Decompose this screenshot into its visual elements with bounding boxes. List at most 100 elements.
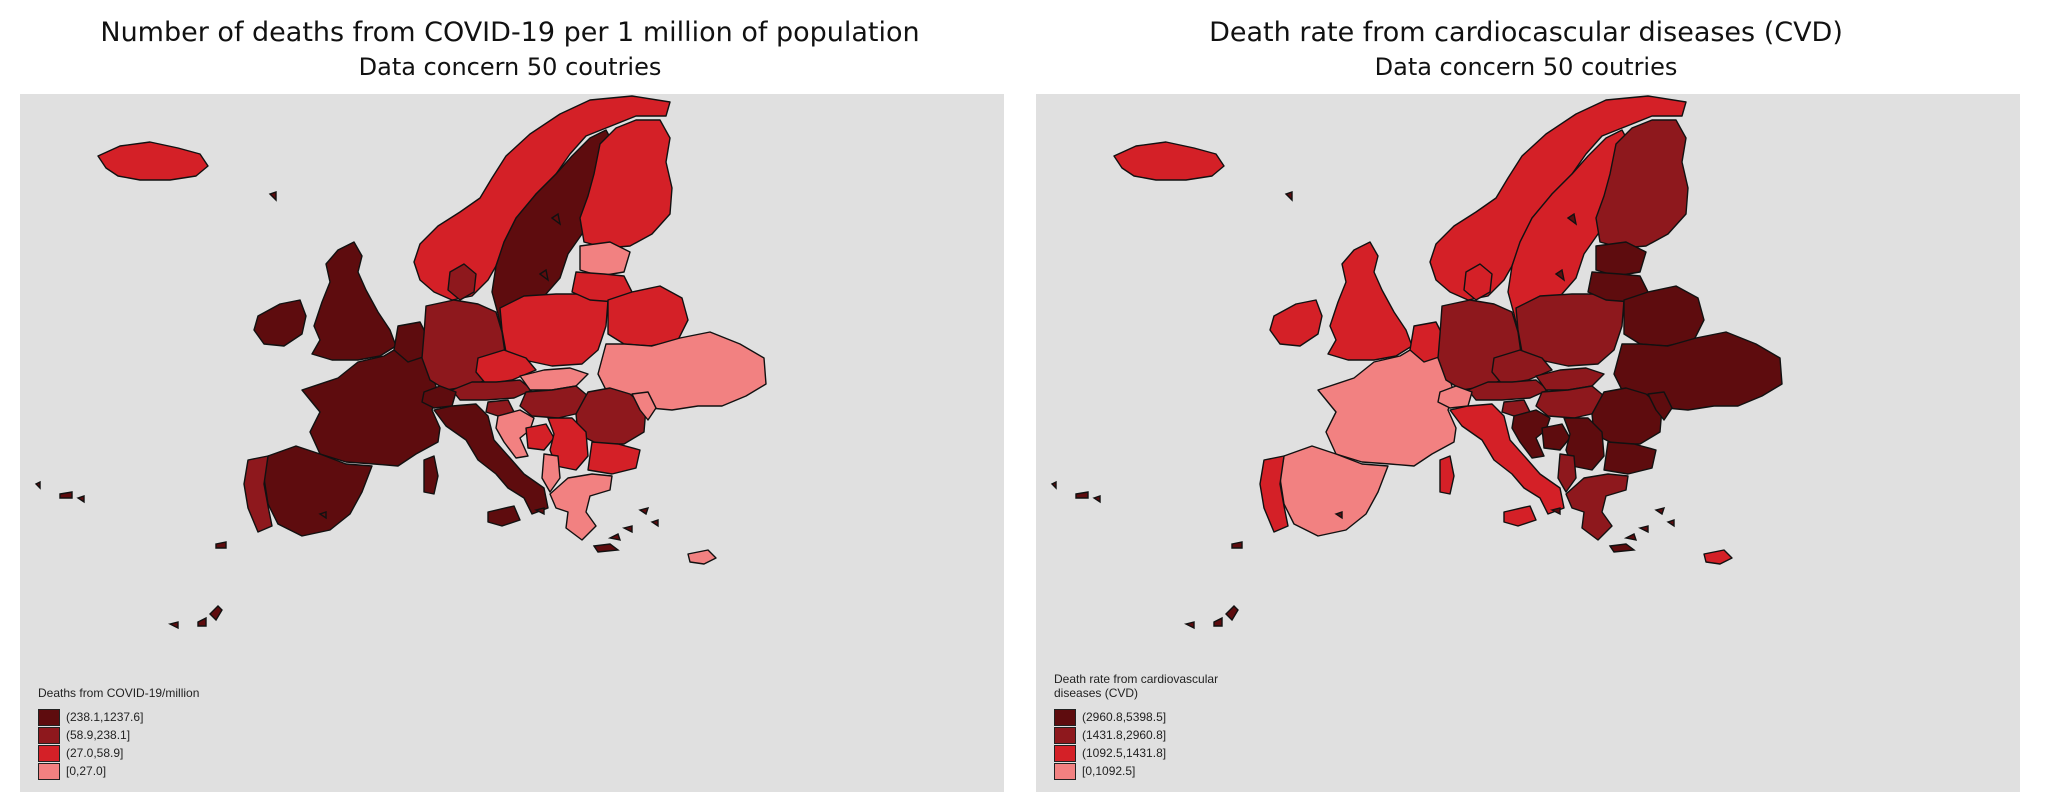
country-albania [541, 453, 561, 493]
europe-map [1050, 95, 1783, 630]
country-sicily [1503, 505, 1537, 527]
island [621, 525, 633, 534]
legend-label: (58.9,238.1] [66, 728, 131, 742]
legend-label: [0,1092.5] [1082, 764, 1136, 778]
country-portugal [1259, 455, 1289, 533]
country-ireland [253, 299, 307, 347]
legend-item: (2960.8,5398.5] [1054, 708, 1218, 726]
country-finland [579, 119, 673, 249]
legend-label: (27.0,58.9] [66, 746, 124, 760]
island [650, 519, 659, 528]
map-subtitle: Data concern 50 coutries [1374, 53, 1678, 81]
legend-label: (238.1,1237.6] [66, 710, 144, 724]
island [215, 541, 227, 549]
country-albania [1557, 453, 1577, 493]
island [550, 212, 562, 226]
legend-swatch [38, 744, 60, 762]
country-denmark [1463, 263, 1493, 301]
legend-swatch [38, 708, 60, 726]
country-belarus [607, 285, 689, 347]
legend-swatch [38, 726, 60, 744]
legend-label: (1431.8,2960.8] [1082, 728, 1167, 742]
country-italy [433, 403, 549, 515]
legend-title-line: diseases (CVD) [1054, 686, 1139, 700]
country-sardinia [1439, 455, 1455, 495]
legend-swatch [38, 762, 60, 780]
island [1213, 616, 1223, 627]
country-croatia [1511, 409, 1551, 459]
country-sicily [487, 505, 521, 527]
legend-swatch [1054, 762, 1076, 780]
country-portugal [243, 455, 273, 533]
island [34, 480, 41, 490]
island [318, 511, 327, 520]
country-balticN [1595, 241, 1647, 277]
country-bulgaria [587, 441, 641, 475]
island [592, 543, 620, 553]
legend-label: (1092.5,1431.8] [1082, 746, 1167, 760]
island [1549, 507, 1561, 516]
legend-item: (238.1,1237.6] [38, 708, 199, 726]
country-cyprus [1703, 549, 1733, 565]
island [268, 191, 277, 202]
island [538, 268, 550, 282]
country-sardinia [423, 455, 439, 495]
cvd-map-panel: Death rate from cardiocascular diseases … [1024, 0, 2028, 812]
country-iceland [1113, 141, 1225, 181]
country-bosnia [525, 423, 555, 451]
country-slovakia [519, 367, 589, 391]
map-title: Death rate from cardiocascular diseases … [1209, 17, 1843, 48]
legend-swatch [1054, 708, 1076, 726]
country-norway [413, 95, 671, 301]
country-ireland [1269, 299, 1323, 347]
legend-item: (1092.5,1431.8] [1054, 744, 1218, 762]
legend-title: Death rate from cardiovascular diseases … [1054, 672, 1218, 700]
island [533, 507, 545, 516]
country-moldova [631, 391, 657, 421]
country-italy [1449, 403, 1565, 515]
country-denmark [447, 263, 477, 301]
legend-title: Deaths from COVID-19/million [38, 686, 200, 700]
country-finland [1595, 119, 1689, 249]
island [209, 605, 223, 622]
island [1554, 268, 1566, 282]
map-area: Death rate from cardiovascular diseases … [1036, 94, 2020, 792]
island [1566, 212, 1578, 226]
country-norway [1429, 95, 1687, 301]
island [1608, 543, 1636, 553]
map-legend: Death rate from cardiovascular diseases … [1054, 672, 1218, 780]
country-slovakia [1535, 367, 1605, 391]
legend-item: (1431.8,2960.8] [1054, 726, 1218, 744]
island [1050, 480, 1057, 490]
island [167, 621, 179, 630]
legend-title-line: Death rate from cardiovascular [1054, 672, 1219, 686]
island [197, 616, 207, 627]
island [1666, 519, 1675, 528]
island [1637, 525, 1649, 534]
country-uk [311, 241, 397, 361]
island [607, 533, 622, 541]
country-france [1317, 343, 1457, 467]
island [1284, 191, 1293, 202]
legend-swatch [1054, 726, 1076, 744]
map-subtitle: Data concern 50 coutries [358, 53, 662, 81]
country-croatia [495, 409, 535, 459]
europe-map [34, 95, 767, 630]
country-cyprus [687, 549, 717, 565]
covid-map-panel: Number of deaths from COVID-19 per 1 mil… [8, 0, 1012, 812]
island [638, 507, 650, 516]
country-greece [1565, 473, 1629, 541]
island [1654, 507, 1666, 516]
country-bulgaria [1603, 441, 1657, 475]
island [76, 495, 85, 504]
island [59, 491, 73, 499]
island [1225, 605, 1239, 622]
map-area: Deaths from COVID-19/million (238.1,1237… [20, 94, 1004, 792]
island [1231, 541, 1243, 549]
country-balticN [579, 241, 631, 277]
country-uk [1327, 241, 1413, 361]
map-title: Number of deaths from COVID-19 per 1 mil… [100, 17, 920, 48]
map-legend: Deaths from COVID-19/million (238.1,1237… [38, 686, 199, 780]
island [1075, 491, 1089, 499]
country-moldova [1647, 391, 1673, 421]
